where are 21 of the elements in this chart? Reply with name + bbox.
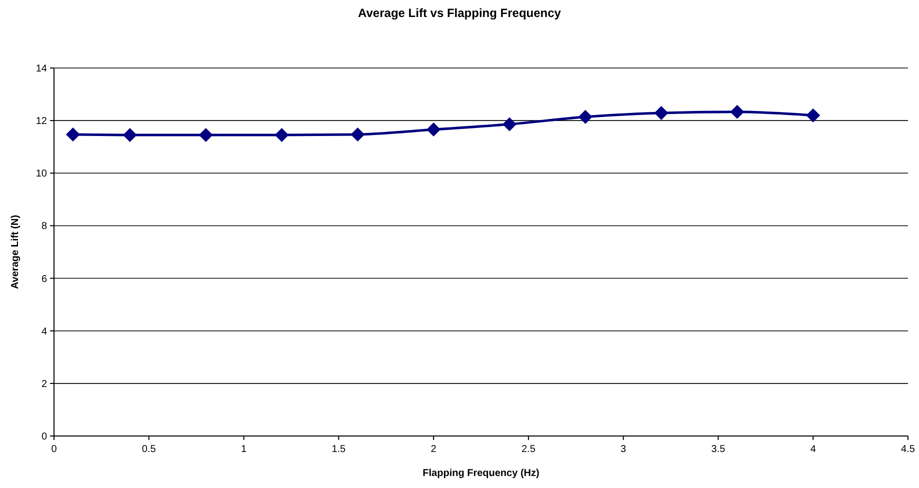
y-tick-label: 10 bbox=[36, 168, 48, 180]
x-tick-label: 1.5 bbox=[332, 444, 346, 455]
y-tick-label: 12 bbox=[36, 116, 48, 128]
x-tick-label: 2 bbox=[430, 444, 437, 455]
y-tick-label: 8 bbox=[41, 221, 48, 232]
x-tick-label: 4 bbox=[810, 444, 816, 455]
x-tick-label: 3.5 bbox=[711, 444, 726, 455]
y-tick-label: 14 bbox=[36, 64, 48, 74]
x-tick-label: 4.5 bbox=[901, 444, 916, 455]
x-tick-label: 2.5 bbox=[521, 444, 536, 455]
x-tick-label: 1 bbox=[240, 444, 247, 455]
x-tick-label: 3 bbox=[620, 444, 627, 455]
x-axis-title: Flapping Frequency (Hz) bbox=[422, 468, 540, 479]
y-axis-title: Average Lift (N) bbox=[10, 214, 21, 290]
y-tick-label: 4 bbox=[41, 326, 48, 338]
y-tick-label: 6 bbox=[41, 274, 48, 285]
y-tick-label: 2 bbox=[41, 378, 48, 390]
chart-title: Average Lift vs Flapping Frequency bbox=[358, 6, 562, 20]
y-tick-label: 0 bbox=[41, 432, 48, 442]
x-tick-label: 0.5 bbox=[142, 444, 156, 455]
x-tick-label: 0 bbox=[51, 444, 58, 455]
